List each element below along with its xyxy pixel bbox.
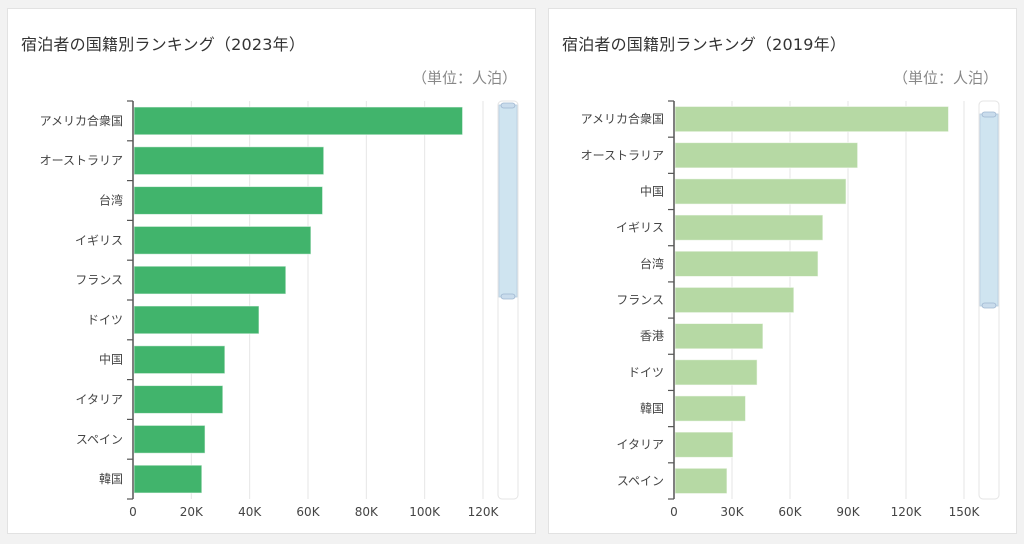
category-label: 韓国 bbox=[99, 472, 123, 486]
scrollbar-thumb[interactable] bbox=[498, 104, 518, 298]
category-label: イタリア bbox=[75, 393, 123, 407]
category-label: オーストラリア bbox=[581, 148, 664, 162]
bar-2019-2[interactable] bbox=[674, 178, 847, 205]
bar-2023-3[interactable] bbox=[133, 225, 312, 255]
category-label: オーストラリア bbox=[40, 154, 123, 168]
category-label: 台湾 bbox=[99, 193, 123, 208]
x-tick-label: 120K bbox=[468, 505, 500, 519]
bar-2023-5[interactable] bbox=[133, 305, 260, 335]
bar-2019-1[interactable] bbox=[674, 142, 859, 169]
x-tick-label: 60K bbox=[296, 505, 320, 519]
x-tick-label: 150K bbox=[949, 505, 981, 519]
category-label: 台湾 bbox=[640, 256, 664, 271]
unit-label-2023: （単位：人泊） bbox=[411, 69, 517, 87]
bar-2023-2[interactable] bbox=[133, 186, 324, 215]
bar-2023-1[interactable] bbox=[133, 146, 325, 176]
category-label: イタリア bbox=[616, 438, 664, 452]
scrollbar-handle-bottom[interactable] bbox=[500, 293, 516, 300]
category-label: イギリス bbox=[75, 233, 123, 247]
bar-2023-9[interactable] bbox=[133, 464, 203, 494]
bar-2019-9[interactable] bbox=[674, 431, 734, 458]
x-tick-label: 0 bbox=[129, 505, 137, 519]
bar-2023-7[interactable] bbox=[133, 385, 224, 414]
bar-2019-7[interactable] bbox=[674, 359, 758, 386]
category-label: スペイン bbox=[617, 474, 664, 488]
bar-chart-2019: アメリカ合衆国オーストラリア中国イギリス台湾フランス香港ドイツ韓国イタリアスペイ… bbox=[581, 100, 1000, 519]
category-label: 中国 bbox=[640, 183, 664, 198]
chart-title-2023: 宿泊者の国籍別ランキング（2023年） bbox=[21, 35, 306, 54]
x-tick-label: 60K bbox=[778, 505, 802, 519]
scrollbar-handle-top[interactable] bbox=[981, 111, 997, 118]
x-tick-label: 20K bbox=[180, 505, 204, 519]
bar-2019-8[interactable] bbox=[674, 395, 747, 422]
bar-2023-4[interactable] bbox=[133, 265, 287, 295]
category-label: 中国 bbox=[99, 352, 123, 367]
x-tick-label: 40K bbox=[238, 505, 262, 519]
x-tick-label: 30K bbox=[720, 505, 744, 519]
bar-2019-5[interactable] bbox=[674, 286, 795, 314]
category-label: フランス bbox=[75, 273, 123, 287]
bar-2019-3[interactable] bbox=[674, 214, 824, 241]
bar-2019-10[interactable] bbox=[674, 467, 728, 495]
x-tick-label: 120K bbox=[891, 505, 923, 519]
category-label: ドイツ bbox=[628, 365, 664, 379]
scrollbar-thumb[interactable] bbox=[979, 113, 999, 307]
scrollbar-handle-top[interactable] bbox=[500, 102, 516, 109]
chart-panel-2019: 宿泊者の国籍別ランキング（2019年） （単位：人泊） アメリカ合衆国 オーストラ… bbox=[548, 8, 1017, 534]
bar-2023-6[interactable] bbox=[133, 345, 226, 375]
x-tick-label: 100K bbox=[409, 505, 441, 519]
bar-2019-0[interactable] bbox=[674, 105, 950, 133]
category-label: イギリス bbox=[616, 221, 664, 235]
category-label: アメリカ合衆国 bbox=[40, 113, 123, 128]
category-label: 香港 bbox=[640, 329, 664, 343]
bar-2023-8[interactable] bbox=[133, 424, 206, 454]
bar-2019-4[interactable] bbox=[674, 250, 819, 277]
category-label: アメリカ合衆国 bbox=[581, 111, 664, 126]
category-label: フランス bbox=[616, 293, 664, 307]
category-label: スペイン bbox=[76, 432, 123, 446]
category-label: ドイツ bbox=[87, 313, 123, 327]
chart-panel-2023: 宿泊者の国籍別ランキング（2023年） （単位：人泊） アメリカ合衆国 オーストラ… bbox=[7, 8, 536, 534]
x-tick-label: 0 bbox=[670, 505, 678, 519]
chart-title-2019: 宿泊者の国籍別ランキング（2019年） bbox=[562, 35, 847, 54]
bar-2023-0[interactable] bbox=[133, 106, 464, 136]
category-label: 韓国 bbox=[640, 402, 664, 416]
x-tick-label: 80K bbox=[355, 505, 379, 519]
scrollbar-handle-bottom[interactable] bbox=[981, 302, 997, 309]
unit-label-2019: （単位：人泊） bbox=[892, 69, 998, 87]
bar-2019-6[interactable] bbox=[674, 323, 764, 350]
x-tick-label: 90K bbox=[836, 505, 860, 519]
